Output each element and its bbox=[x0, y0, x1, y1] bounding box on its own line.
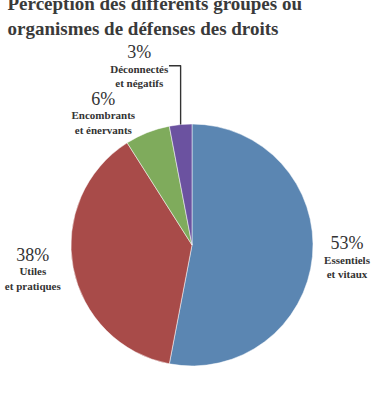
svg-text:Perception des différents grou: Perception des différents groupes ouorga… bbox=[8, 0, 303, 39]
svg-text:3%Déconnectéset négatifs: 3%Déconnectéset négatifs bbox=[110, 42, 169, 89]
svg-text:6%Encombrantset énervants: 6%Encombrantset énervants bbox=[72, 89, 136, 136]
svg-text:53%Essentielset vitaux: 53%Essentielset vitaux bbox=[324, 233, 371, 280]
svg-text:38%Utileset pratiques: 38%Utileset pratiques bbox=[5, 245, 62, 292]
